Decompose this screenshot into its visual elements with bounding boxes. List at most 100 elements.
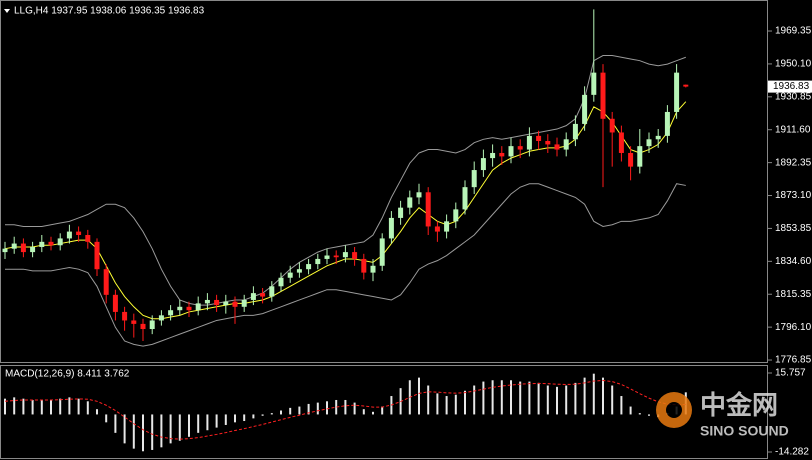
last-price-box <box>768 80 812 93</box>
candle-body <box>545 141 551 145</box>
y-tick-label: 1873.10 <box>775 190 812 201</box>
y-tick-label: 15.757 <box>775 368 806 379</box>
candle-body <box>39 241 45 247</box>
candle-body <box>260 293 266 297</box>
candle-body <box>232 301 238 307</box>
signal-line <box>4 380 686 440</box>
candle-body <box>655 135 661 140</box>
candle-body <box>333 255 339 258</box>
main-panel-frame <box>0 0 768 363</box>
candle-body <box>177 306 183 311</box>
candle-body <box>453 209 459 222</box>
candle-body <box>637 146 643 167</box>
candle-body <box>195 303 201 311</box>
watermark-logo-inner <box>666 402 682 418</box>
candle-body <box>122 311 128 321</box>
overlay-line <box>5 183 686 347</box>
candle-body <box>20 243 26 253</box>
candle-body <box>241 299 247 307</box>
candle-body <box>214 299 220 306</box>
candle-body <box>140 323 146 330</box>
candle-body <box>296 269 302 273</box>
candle-body <box>425 192 431 227</box>
candle-body <box>30 246 36 253</box>
candle-body <box>416 192 422 198</box>
candle-body <box>131 320 137 324</box>
watermark: 中金网 SINO SOUND <box>656 390 789 439</box>
candle-body <box>388 217 394 239</box>
candle-body <box>57 238 63 246</box>
last-price-label: 1936.83 <box>773 81 810 92</box>
candle-body <box>223 301 229 306</box>
candle-body <box>287 272 293 278</box>
candle-body <box>554 144 560 150</box>
candle-body <box>149 320 155 330</box>
candle-body <box>379 238 385 266</box>
candle-body <box>352 252 358 259</box>
y-tick-label: 1911.60 <box>775 124 811 135</box>
y-tick-label: 1853.85 <box>775 223 812 234</box>
y-tick-label: 1892.35 <box>775 157 812 168</box>
y-tick-label: 1930.85 <box>775 91 812 102</box>
chart-header: LLG,H4 1937.95 1938.06 1936.35 1936.83 <box>14 6 205 17</box>
candle-body <box>664 111 670 136</box>
candle-body <box>269 286 275 297</box>
candle-body <box>563 139 569 150</box>
candle-body <box>2 248 8 253</box>
candle-body <box>48 241 54 246</box>
candle-body <box>76 231 82 236</box>
candle-body <box>11 243 17 249</box>
overlay-line <box>5 55 686 306</box>
candle-body <box>66 231 72 239</box>
candle-body <box>250 293 256 300</box>
candle-body <box>398 207 404 218</box>
candle-body <box>499 152 505 157</box>
candle-body <box>582 94 588 124</box>
candle-body <box>526 135 532 150</box>
candle-body <box>480 158 486 171</box>
candle-body <box>306 264 312 270</box>
candle-body <box>324 255 330 259</box>
y-tick-label: 1969.35 <box>775 26 812 37</box>
candle-body <box>444 221 450 232</box>
candle-body <box>278 277 284 287</box>
macd-panel-frame <box>0 365 768 459</box>
candle-body <box>112 294 118 312</box>
candle-body <box>168 310 174 316</box>
candle-body <box>471 170 477 188</box>
candle-body <box>591 72 597 95</box>
candle-body <box>572 123 578 140</box>
candle-body <box>85 235 91 242</box>
candle-body <box>683 84 689 87</box>
candle-body <box>674 72 680 112</box>
candle-body <box>490 152 496 159</box>
candle-body <box>103 269 109 295</box>
y-tick-label: 1796.10 <box>775 322 812 333</box>
candle-body <box>462 187 468 210</box>
candle-body <box>434 226 440 232</box>
menu-triangle <box>4 9 10 13</box>
watermark-brand: SINO SOUND <box>700 423 789 439</box>
y-tick-label: 1815.35 <box>775 289 812 300</box>
candle-body <box>609 118 615 133</box>
candle-body <box>370 265 376 273</box>
candle-body <box>600 72 606 119</box>
y-tick-label: -14.282 <box>775 447 809 458</box>
candle-body <box>628 152 634 167</box>
macd-header: MACD(12,26,9) 8.411 3.762 <box>5 369 130 380</box>
y-tick-label: 1776.85 <box>775 355 812 366</box>
candle-body <box>204 299 210 304</box>
candle-body <box>186 306 192 311</box>
candle-body <box>517 146 523 150</box>
candle-body <box>315 258 321 265</box>
candle-body <box>342 252 348 258</box>
candle-body <box>361 258 367 273</box>
candle-body <box>646 139 652 147</box>
candle-body <box>94 241 100 270</box>
candle-body <box>158 315 164 321</box>
candle-body <box>536 135 542 142</box>
candle-body <box>508 146 514 157</box>
